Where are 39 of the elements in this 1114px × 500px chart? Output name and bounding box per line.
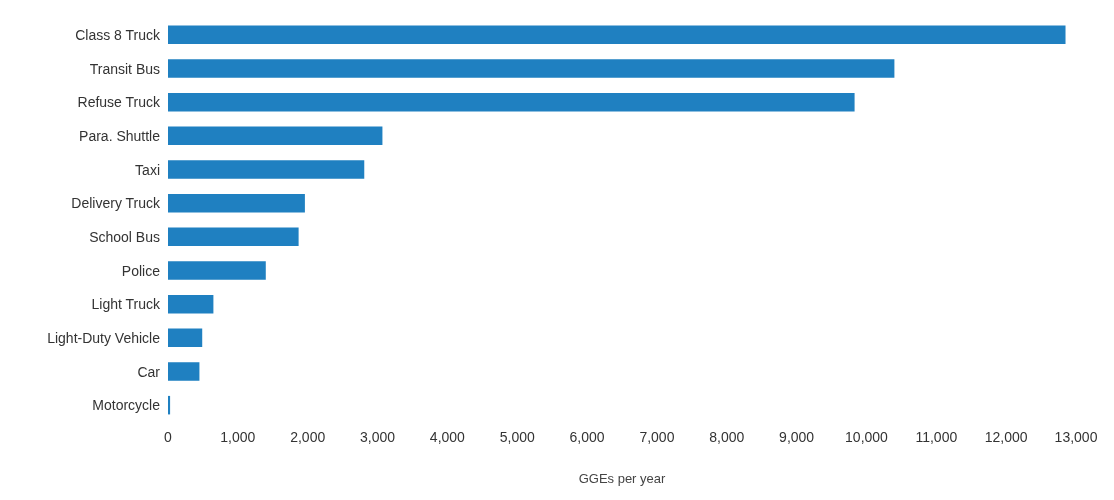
x-tick-label: 4,000	[429, 429, 466, 445]
y-tick-label: Light Truck	[91, 296, 161, 313]
x-tick-label: 10,000	[845, 429, 889, 445]
x-tick-label: 1,000	[220, 429, 256, 445]
bar	[168, 126, 383, 146]
bar	[168, 395, 171, 415]
bar	[168, 294, 214, 314]
x-tick-label: 12,000	[984, 429, 1028, 445]
x-tick-label: 8,000	[709, 429, 745, 445]
bar	[168, 261, 266, 280]
bar	[168, 193, 305, 213]
y-tick-label: Car	[137, 363, 161, 380]
bar	[168, 160, 365, 179]
x-tick-label: 9,000	[779, 429, 815, 445]
bar	[168, 25, 1066, 45]
x-axis-title: GGEs per year	[578, 471, 667, 486]
x-tick-label: 5,000	[499, 429, 535, 445]
x-tick-label: 11,000	[915, 429, 958, 445]
y-tick-label: Police	[121, 262, 161, 279]
x-tick-label: 7,000	[639, 429, 675, 445]
y-tick-label: Taxi	[135, 161, 160, 178]
y-tick-label: School Bus	[89, 228, 160, 245]
bar	[168, 328, 203, 348]
bar	[168, 92, 855, 112]
y-tick-label: Class 8 Truck	[75, 26, 161, 43]
bar	[168, 362, 200, 381]
x-tick-label: 2,000	[290, 429, 326, 445]
y-tick-label: Light-Duty Vehicle	[47, 329, 161, 346]
bar	[168, 59, 895, 78]
x-tick-label: 3,000	[360, 429, 396, 445]
x-tick-label: 13,000	[1054, 429, 1098, 445]
y-tick-label: Motorcycle	[92, 397, 161, 414]
bar	[168, 227, 299, 247]
y-tick-label: Para. Shuttle	[79, 127, 161, 144]
y-tick-label: Refuse Truck	[77, 94, 161, 111]
x-tick-label: 0	[164, 429, 173, 445]
y-tick-label: Transit Bus	[89, 60, 160, 77]
x-tick-label: 6,000	[569, 429, 605, 445]
y-tick-label: Delivery Truck	[71, 195, 161, 212]
